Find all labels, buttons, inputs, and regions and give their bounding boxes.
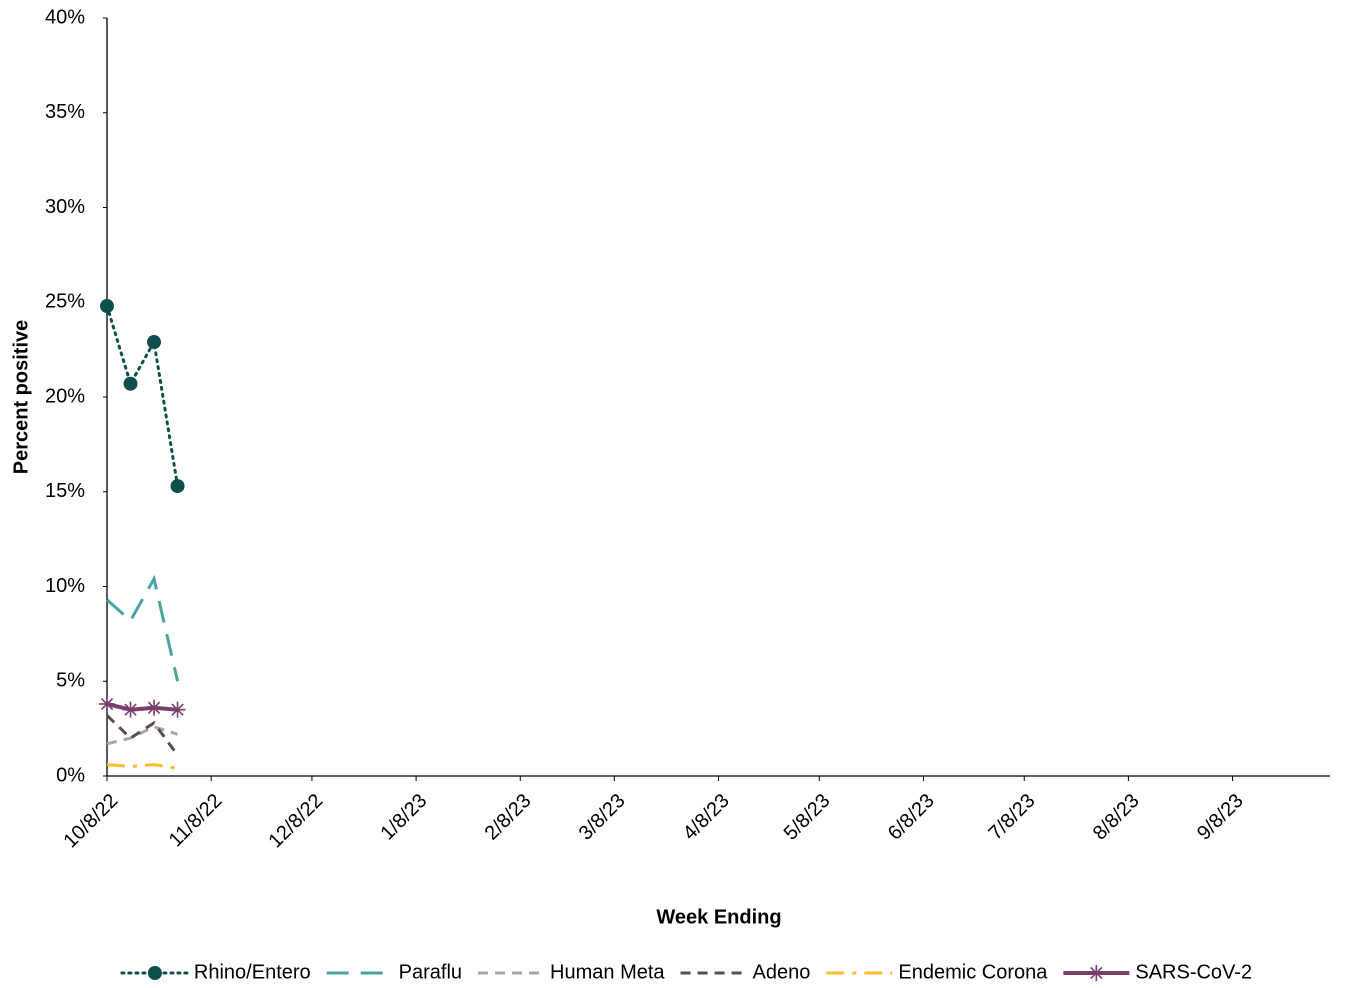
- x-tick-label: 8/8/23: [1089, 790, 1144, 845]
- point: [169, 701, 186, 718]
- legend-label: SARS-CoV-2: [1135, 961, 1252, 983]
- legend-item: Adeno: [680, 961, 811, 983]
- point-stroke: [147, 701, 161, 714]
- x-tick-label: 9/8/23: [1193, 790, 1248, 845]
- legend: Rhino/Entero Paraflu Human Meta Adeno Endemi…: [120, 961, 1252, 983]
- series-line: [105, 304, 180, 488]
- x-tick-label: 12/8/22: [264, 790, 327, 853]
- series-line: [106, 763, 178, 770]
- point: [122, 701, 139, 718]
- y-tick-label: 5%: [56, 670, 85, 692]
- y-axis-title: Percent positive: [10, 320, 32, 475]
- y-tick-label: 10%: [45, 575, 85, 597]
- legend-item: Endemic Corona: [826, 961, 1048, 983]
- series-line: [105, 714, 179, 757]
- y-tick-label: 15%: [45, 480, 85, 502]
- legend-label: Adeno: [753, 961, 811, 983]
- x-axis-title: Week Ending: [656, 906, 781, 928]
- point: [123, 376, 138, 391]
- legend-label: Rhino/Entero: [194, 961, 311, 983]
- x-tick-label: 3/8/23: [575, 790, 630, 845]
- y-tick-label: 35%: [45, 101, 85, 123]
- legend-marker: [147, 966, 162, 980]
- legend-item: Human Meta: [478, 961, 665, 983]
- point: [100, 299, 114, 314]
- point: [99, 695, 115, 712]
- x-tick-label: 11/8/22: [165, 790, 227, 852]
- legend-item: Paraflu: [326, 961, 462, 983]
- legend-label: Endemic Corona: [898, 961, 1048, 983]
- y-tick-label: 25%: [45, 291, 85, 313]
- y-tick-label: 30%: [45, 196, 85, 218]
- point-stroke: [124, 703, 137, 716]
- x-tick-label: 6/8/23: [884, 790, 939, 845]
- point: [147, 335, 162, 350]
- x-tick-label: 7/8/23: [985, 790, 1040, 845]
- x-tick-label: 5/8/23: [780, 790, 835, 845]
- point-stroke: [100, 697, 114, 711]
- series-line: [106, 702, 178, 712]
- point: [146, 699, 163, 716]
- y-tick-label: 0%: [56, 764, 85, 786]
- point-stroke: [171, 703, 184, 716]
- legend-item: SARS-CoV-2: [1063, 961, 1252, 983]
- y-tick-label: 20%: [45, 385, 85, 407]
- x-tick-label: 10/8/22: [60, 790, 123, 853]
- legend-label: Human Meta: [550, 961, 665, 983]
- x-tick-label: 2/8/23: [481, 790, 536, 845]
- series-line: [106, 574, 180, 682]
- legend-marker: [1090, 966, 1103, 980]
- x-tick-label: 1/8/23: [377, 790, 432, 845]
- series-line: [106, 725, 179, 746]
- x-tick-label: 4/8/23: [679, 790, 734, 845]
- point: [170, 479, 185, 494]
- legend-label: Paraflu: [399, 961, 462, 983]
- legend-item: Rhino/Entero: [120, 961, 311, 983]
- y-tick-label: 40%: [45, 6, 85, 28]
